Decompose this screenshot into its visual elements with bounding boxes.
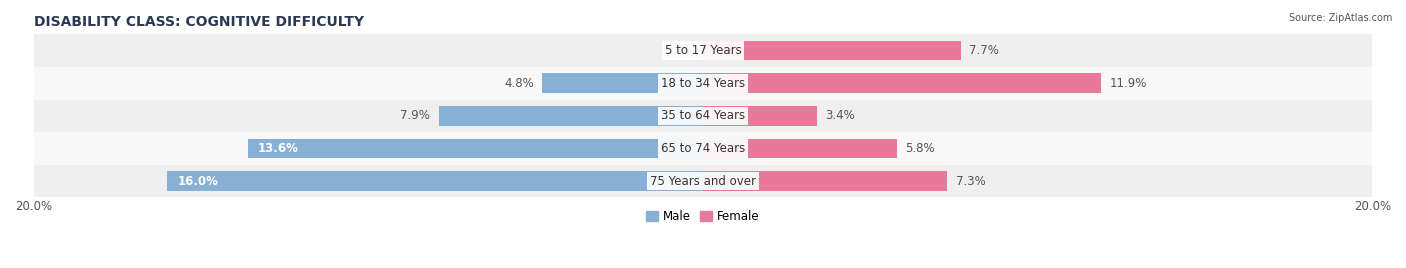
Bar: [543, 73, 703, 93]
Text: 7.7%: 7.7%: [969, 44, 1000, 57]
Text: 7.9%: 7.9%: [401, 109, 430, 122]
Text: Source: ZipAtlas.com: Source: ZipAtlas.com: [1288, 13, 1392, 23]
Legend: Male, Female: Male, Female: [641, 205, 765, 228]
Text: 11.9%: 11.9%: [1109, 77, 1147, 90]
Text: 65 to 74 Years: 65 to 74 Years: [661, 142, 745, 155]
Text: 35 to 64 Years: 35 to 64 Years: [661, 109, 745, 122]
Text: 5.8%: 5.8%: [905, 142, 935, 155]
Text: 5 to 17 Years: 5 to 17 Years: [665, 44, 741, 57]
Text: 16.0%: 16.0%: [177, 175, 218, 188]
Bar: [34, 132, 1372, 165]
Bar: [703, 171, 948, 191]
Bar: [703, 139, 897, 158]
Bar: [703, 73, 1101, 93]
Bar: [439, 106, 703, 126]
Text: 0.0%: 0.0%: [665, 44, 695, 57]
Bar: [34, 67, 1372, 100]
Text: 75 Years and over: 75 Years and over: [650, 175, 756, 188]
Text: 7.3%: 7.3%: [956, 175, 986, 188]
Bar: [703, 41, 960, 60]
Bar: [703, 106, 817, 126]
Text: 3.4%: 3.4%: [825, 109, 855, 122]
Bar: [34, 100, 1372, 132]
Text: 4.8%: 4.8%: [505, 77, 534, 90]
Text: DISABILITY CLASS: COGNITIVE DIFFICULTY: DISABILITY CLASS: COGNITIVE DIFFICULTY: [34, 15, 364, 29]
Bar: [34, 34, 1372, 67]
Bar: [34, 165, 1372, 198]
Bar: [167, 171, 703, 191]
Bar: [247, 139, 703, 158]
Text: 13.6%: 13.6%: [257, 142, 298, 155]
Text: 18 to 34 Years: 18 to 34 Years: [661, 77, 745, 90]
